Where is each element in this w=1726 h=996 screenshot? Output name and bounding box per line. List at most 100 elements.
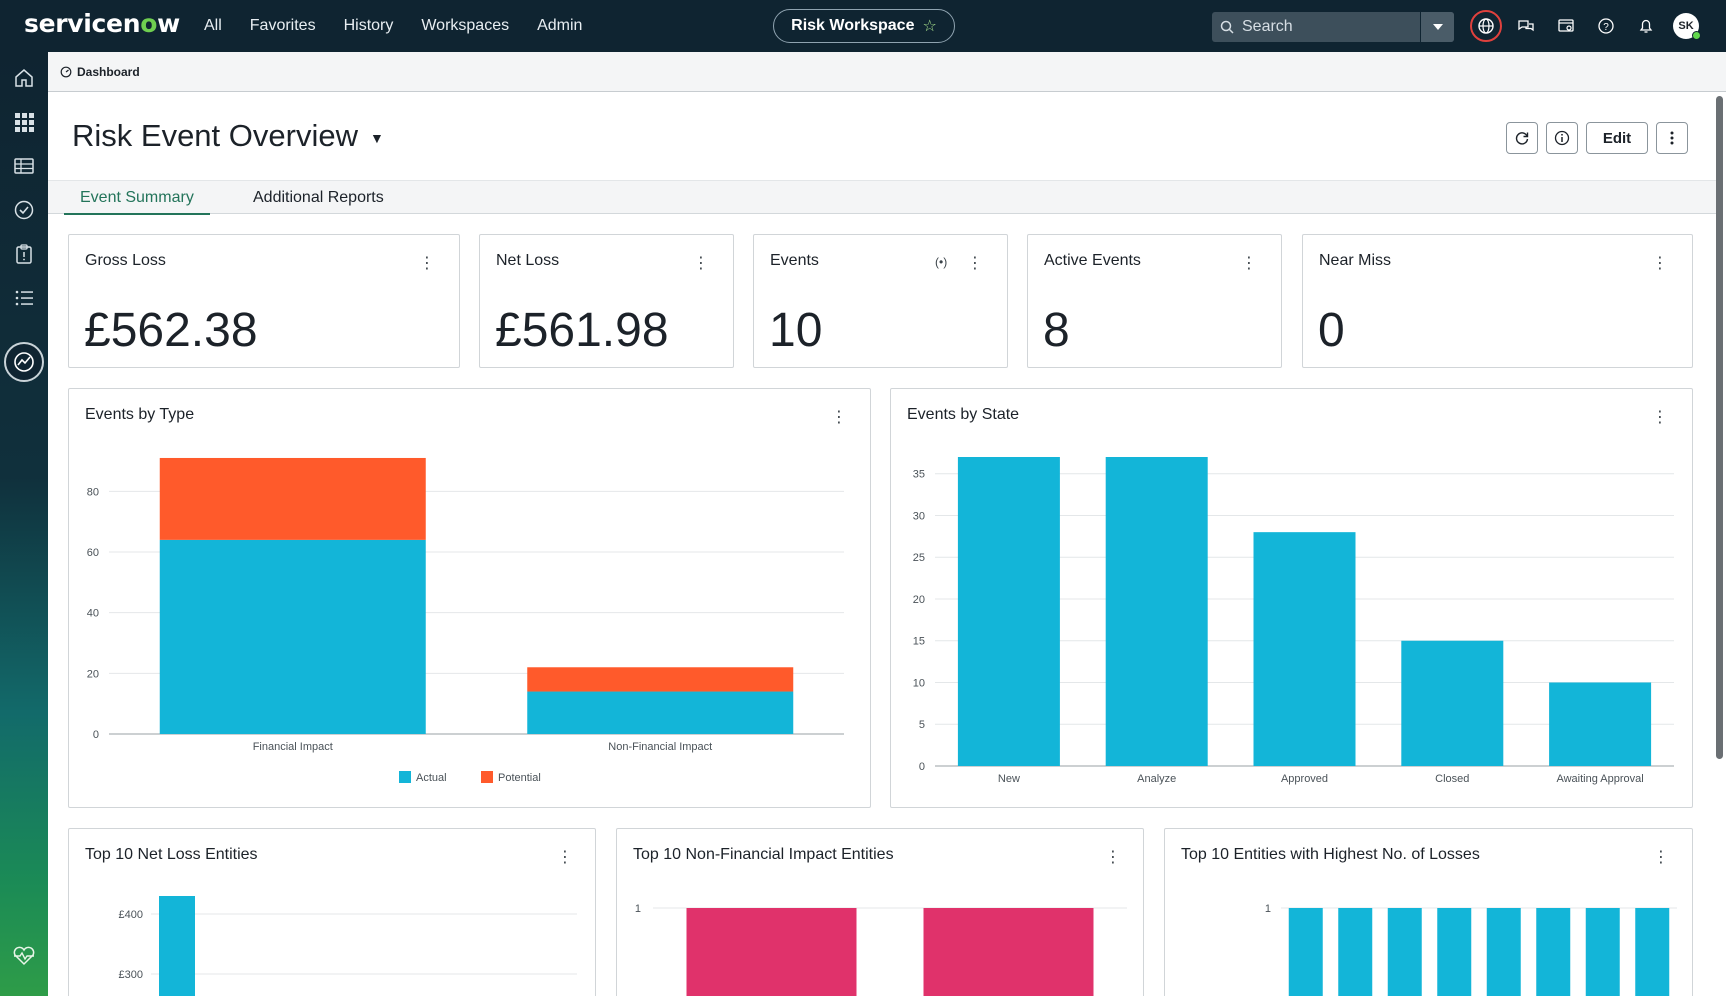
notification-bell-icon[interactable] — [1630, 10, 1662, 42]
y-tick-label: £400 — [119, 909, 143, 921]
widget-title: Events by State — [907, 406, 1020, 423]
kebab-icon[interactable]: ⋮ — [1105, 849, 1121, 866]
kpi-value: 8 — [1043, 304, 1070, 357]
page-title-text: Risk Event Overview — [72, 118, 358, 153]
page-title[interactable]: Risk Event Overview ▼ — [72, 118, 384, 154]
servicenow-logo[interactable]: servicenow — [24, 9, 180, 38]
widget-top-losses: Top 10 Entities with Highest No. of Loss… — [1164, 828, 1693, 996]
kebab-icon[interactable]: ⋮ — [693, 255, 709, 272]
star-icon[interactable]: ☆ — [922, 18, 937, 35]
kpi-label: Active Events — [1044, 252, 1141, 269]
y-tick-label: 20 — [913, 594, 925, 606]
tab-event-summary[interactable]: Event Summary — [64, 181, 210, 215]
refresh-icon — [1515, 132, 1529, 145]
tab-additional-reports[interactable]: Additional Reports — [253, 189, 384, 206]
help-icon[interactable]: ? — [1590, 10, 1622, 42]
globe-icon[interactable] — [1470, 10, 1502, 42]
bar-potential — [159, 457, 426, 540]
y-tick-label: 20 — [87, 668, 99, 680]
list-icon[interactable] — [10, 284, 38, 312]
y-tick-label: 0 — [93, 729, 99, 741]
chat-icon[interactable] — [1510, 10, 1542, 42]
y-tick-label: £300 — [119, 969, 143, 981]
kebab-icon[interactable]: ⋮ — [1241, 255, 1257, 272]
x-tick-label: Non-Financial Impact — [608, 741, 712, 753]
kpi-card-net-loss[interactable]: Net Loss ⋮ £561.98 — [479, 234, 734, 368]
bar — [1585, 908, 1620, 996]
dashboard-gauge-icon[interactable] — [4, 342, 44, 382]
info-button[interactable] — [1546, 122, 1578, 154]
presence-dot — [1692, 31, 1701, 40]
check-circle-icon[interactable] — [10, 196, 38, 224]
bar — [1288, 908, 1323, 996]
kpi-label: Near Miss — [1319, 252, 1392, 269]
widget-title: Top 10 Net Loss Entities — [85, 846, 258, 863]
bar — [1486, 908, 1521, 996]
kebab-icon[interactable]: ⋮ — [831, 409, 847, 426]
search-scope-dropdown[interactable] — [1420, 12, 1454, 42]
bar — [686, 908, 857, 996]
kpi-card-near-miss[interactable]: Near Miss ⋮ 0 — [1302, 234, 1693, 368]
bar — [1635, 908, 1670, 996]
kpi-card-gross-loss[interactable]: Gross Loss ⋮ £562.38 — [68, 234, 460, 368]
legend-swatch — [481, 771, 493, 783]
contextual-app-icon[interactable] — [1550, 10, 1582, 42]
widget-title: Events by Type — [85, 406, 195, 423]
refresh-button[interactable] — [1506, 122, 1538, 154]
workspace-pill[interactable]: Risk Workspace ☆ — [773, 9, 955, 43]
search-input[interactable]: Search — [1242, 18, 1293, 35]
kebab-icon[interactable]: ⋮ — [557, 849, 573, 866]
kebab-icon[interactable]: ⋮ — [419, 255, 435, 272]
menu-workspaces[interactable]: Workspaces — [421, 17, 510, 34]
kpi-value: 10 — [769, 304, 823, 357]
breadcrumb-dashboard[interactable]: Dashboard — [77, 64, 140, 79]
user-menu[interactable]: SK — [1670, 10, 1702, 42]
apps-grid-icon[interactable] — [10, 108, 38, 136]
clipboard-icon[interactable] — [10, 240, 38, 268]
bar — [957, 457, 1060, 766]
widget-top-net-loss: Top 10 Net Loss Entities ⋮ £400 £300 — [68, 828, 596, 996]
more-actions-button[interactable] — [1656, 122, 1688, 154]
table-list-icon[interactable] — [10, 152, 38, 180]
widget-events-by-state: Events by State ⋮ 0 5 10 15 20 25 30 35 New Analy… — [890, 388, 1693, 808]
kpi-card-events[interactable]: Events (•) ⋮ 10 — [753, 234, 1008, 368]
y-tick-label: 80 — [87, 486, 99, 498]
bar — [159, 896, 195, 996]
home-icon[interactable] — [10, 64, 38, 92]
menu-all[interactable]: All — [204, 17, 222, 34]
page-scrollbar[interactable] — [1716, 96, 1723, 759]
menu-admin[interactable]: Admin — [537, 17, 583, 34]
legend-label: Actual — [416, 772, 447, 784]
x-tick-label: Awaiting Approval — [1556, 773, 1643, 785]
info-icon — [1554, 130, 1570, 146]
bar-potential — [527, 667, 794, 692]
bar-actual — [527, 691, 794, 734]
chevron-down-icon[interactable]: ▼ — [369, 130, 384, 146]
kebab-icon[interactable]: ⋮ — [1652, 255, 1668, 272]
menu-history[interactable]: History — [343, 17, 394, 34]
y-tick-label: 0 — [919, 761, 925, 773]
global-search[interactable]: Search — [1212, 12, 1454, 42]
y-tick-label: 5 — [919, 719, 925, 731]
workspace-name: Risk Workspace — [791, 17, 915, 34]
kebab-icon[interactable]: ⋮ — [967, 255, 983, 272]
kebab-icon[interactable]: ⋮ — [1652, 409, 1668, 426]
y-tick-label: 30 — [913, 510, 925, 522]
page-actions: Edit — [1506, 122, 1688, 154]
y-tick-label: 35 — [913, 469, 925, 481]
edit-button[interactable]: Edit — [1586, 122, 1648, 154]
heartbeat-icon[interactable] — [10, 942, 38, 970]
y-tick-label: 25 — [913, 552, 925, 564]
y-tick-label: 15 — [913, 636, 925, 648]
tab-bar: Event Summary Additional Reports — [48, 180, 1718, 215]
legend-swatch — [399, 771, 411, 783]
menu-favorites[interactable]: Favorites — [249, 17, 316, 34]
y-tick-label: 60 — [87, 547, 99, 559]
bar — [1437, 908, 1472, 996]
top-non-financial-chart: 1 — [635, 903, 1127, 996]
bar — [1536, 908, 1571, 996]
avatar[interactable]: SK — [1673, 13, 1701, 40]
kpi-value: 0 — [1318, 304, 1345, 357]
kebab-icon[interactable]: ⋮ — [1653, 849, 1669, 866]
kpi-card-active-events[interactable]: Active Events ⋮ 8 — [1027, 234, 1282, 368]
